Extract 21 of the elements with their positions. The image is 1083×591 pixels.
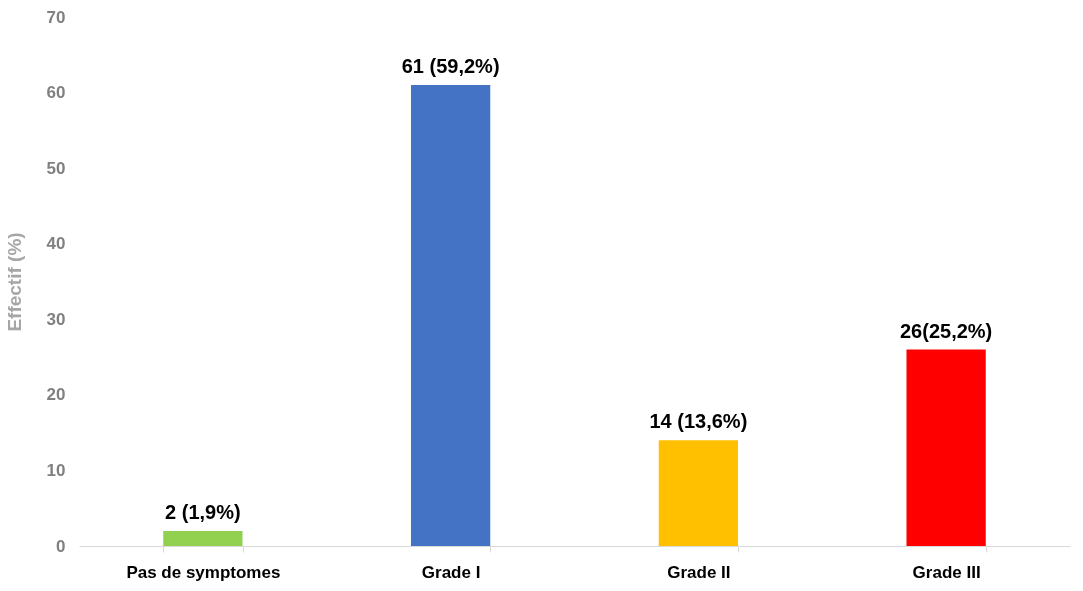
y-tick-label: 50 xyxy=(46,158,66,178)
y-tick-label: 40 xyxy=(46,234,66,254)
bar xyxy=(906,349,986,546)
data-label: 61 (59,2%) xyxy=(401,55,500,78)
data-label: 14 (13,6%) xyxy=(649,410,748,433)
data-label: 26(25,2%) xyxy=(899,319,993,342)
bar xyxy=(410,85,491,546)
x-tick-label: Grade I xyxy=(421,562,481,582)
x-tick-label: Grade II xyxy=(667,562,731,582)
y-tick-label: 0 xyxy=(56,536,66,556)
y-tick-label: 70 xyxy=(46,7,66,27)
bar xyxy=(658,440,739,546)
y-tick-label: 60 xyxy=(46,83,66,103)
x-tick-label: Pas de symptomes xyxy=(126,562,281,582)
y-tick-label: 10 xyxy=(46,460,66,480)
bar xyxy=(163,530,243,546)
x-tick-label: Grade III xyxy=(912,562,981,582)
y-axis-title: Effectif (%) xyxy=(3,232,25,332)
y-tick-label: 30 xyxy=(46,309,66,329)
data-label: 2 (1,9%) xyxy=(165,500,241,523)
y-tick-label: 20 xyxy=(46,385,66,405)
